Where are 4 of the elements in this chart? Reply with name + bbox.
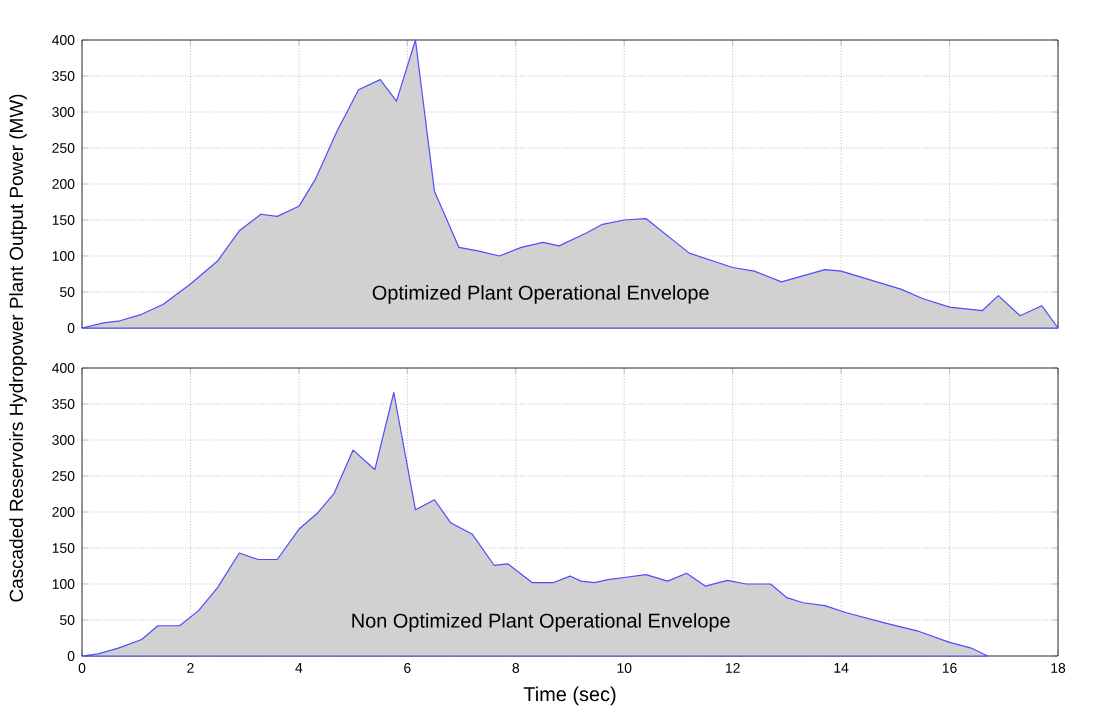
y-axis-title: Cascaded Reservoirs Hydropower Plant Output Power (MW)	[9, 94, 27, 602]
annotation: Non Optimized Plant Operational Envelope	[352, 613, 730, 632]
annotation: Optimized Plant Operational Envelope	[372, 285, 709, 304]
x-axis-title: Time (sec)	[523, 686, 616, 706]
